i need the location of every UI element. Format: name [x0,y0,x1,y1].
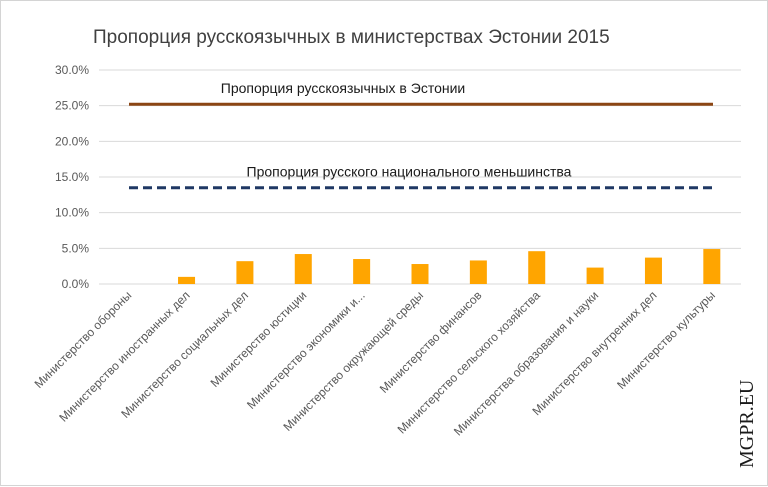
bar [644,257,662,284]
x-tick-label: Министерство юстиции [208,288,310,390]
bar [353,259,371,284]
y-tick-label: 20.0% [55,134,89,148]
y-axis-ticks: 0.0% 5.0% 10.0% 15.0% 20.0% 25.0% 30.0% [55,63,89,291]
bar [528,251,546,284]
bars [178,249,721,284]
bar [703,249,721,284]
x-tick-label: Министерство финансов [377,288,485,396]
x-tick-label: Министерство культуры [614,288,718,392]
bar [469,260,487,284]
reference-line-label: Пропорция русского национального меньшин… [247,164,572,180]
y-tick-label: 5.0% [62,241,90,255]
bar [178,276,196,284]
bar [586,267,604,284]
y-tick-label: 15.0% [55,170,89,184]
x-tick-label: Министерство экономики и... [244,288,368,412]
bar [236,261,254,284]
y-tick-label: 30.0% [55,63,89,77]
x-tick-label: Министерство внутренних дел [530,288,660,418]
reference-line-label: Пропорция русскоязычных в Эстонии [221,80,465,96]
y-tick-label: 10.0% [55,206,89,220]
x-tick-label: Министерство социальных дел [118,288,251,421]
bar [294,254,312,284]
watermark: MGPR.EU [736,379,758,468]
y-tick-label: 0.0% [62,277,90,291]
y-tick-label: 25.0% [55,99,89,113]
bar [411,264,429,284]
reference-lines: Пропорция русскоязычных в Эстонии Пропорц… [129,80,713,190]
x-tick-label: Министерство обороны [32,288,135,391]
chart-title: Пропорция русскоязычных в министерствах … [93,27,610,48]
